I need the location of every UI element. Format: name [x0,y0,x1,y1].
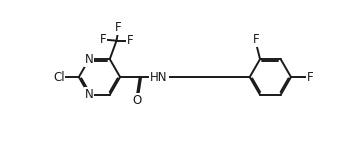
Text: Cl: Cl [53,71,64,84]
Text: N: N [85,88,94,101]
Text: O: O [132,94,141,107]
Text: F: F [99,33,106,46]
Text: HN: HN [150,71,168,84]
Text: F: F [253,33,260,46]
Text: F: F [115,21,122,34]
Text: F: F [307,71,314,84]
Text: N: N [85,53,94,66]
Text: F: F [127,34,134,47]
